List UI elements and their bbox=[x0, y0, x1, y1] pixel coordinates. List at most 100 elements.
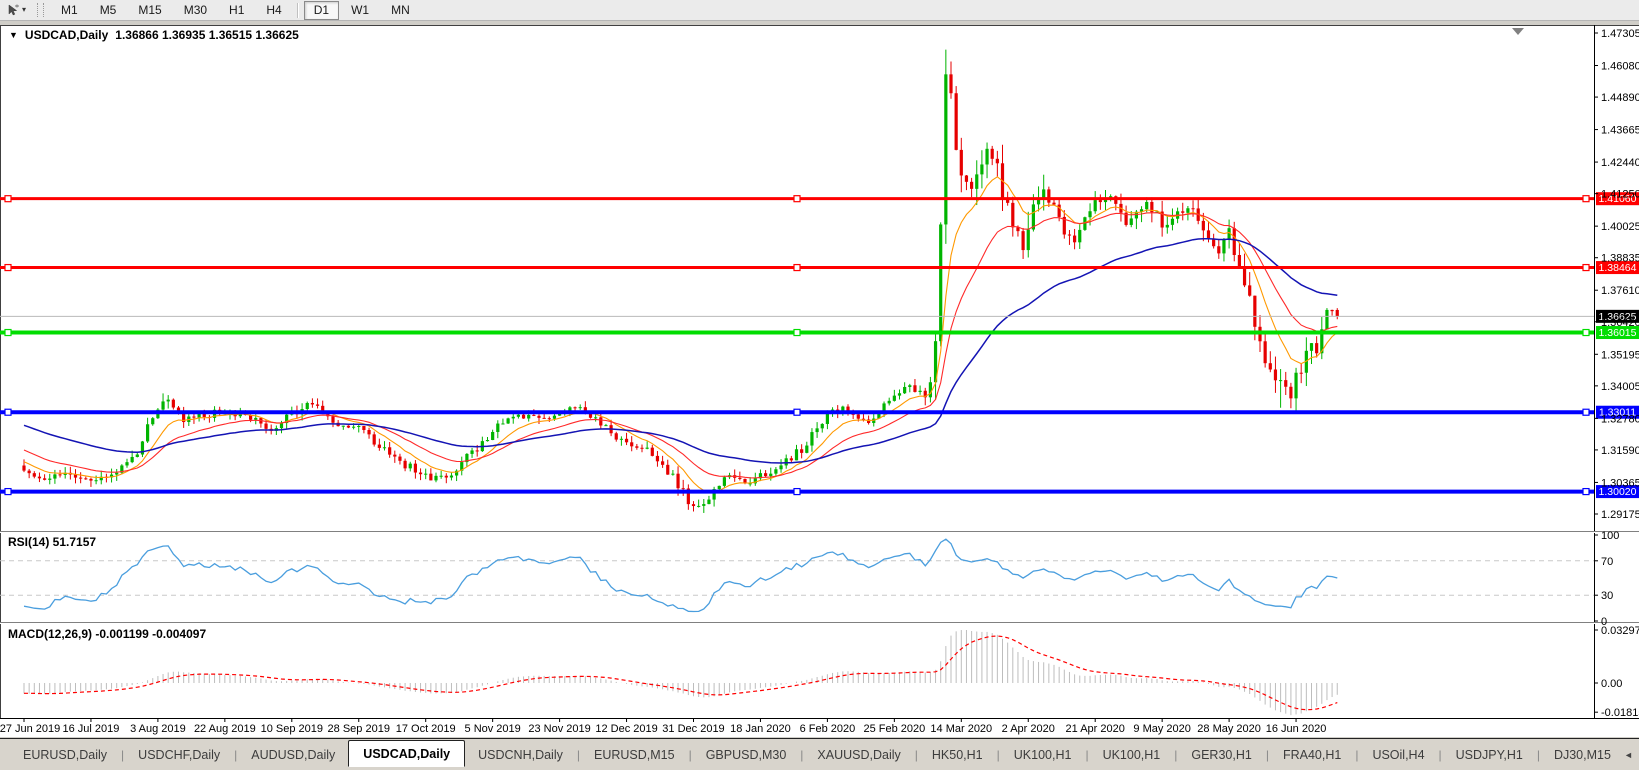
line-handle[interactable] bbox=[1582, 263, 1590, 272]
line-handle[interactable] bbox=[4, 263, 12, 272]
candle-body bbox=[527, 414, 531, 419]
time-axis[interactable]: 27 Jun 2019 16 Jul 2019 3 Aug 2019 22 Aug 2… bbox=[0, 718, 1326, 735]
candle-body bbox=[99, 476, 103, 481]
candle-body bbox=[758, 473, 763, 479]
chart-tab-fra40-h1[interactable]: FRA40,H1 bbox=[1282, 747, 1342, 762]
candle-body bbox=[310, 402, 314, 405]
timeframe-button-m15[interactable]: M15 bbox=[138, 2, 162, 17]
chart-tab-gbpusd-m30[interactable]: GBPUSD,M30 bbox=[705, 747, 787, 762]
horizontal-line-1.33011[interactable]: 1.33011 bbox=[0, 405, 1639, 419]
candle-body bbox=[1227, 228, 1231, 240]
chart-tab-ger30-h1[interactable]: GER30,H1 bbox=[1191, 747, 1252, 762]
candle-body bbox=[1268, 363, 1272, 370]
line-handle[interactable] bbox=[1582, 408, 1590, 416]
price-tick-label: 1.40025 bbox=[1601, 221, 1639, 233]
candle-body bbox=[1315, 343, 1319, 354]
candle-body bbox=[655, 455, 660, 462]
chart-tab-uk100-h1[interactable]: UK100,H1 bbox=[1102, 747, 1161, 762]
ma-line-52 bbox=[23, 237, 1338, 464]
macd-tick-label: -0.018154 bbox=[1601, 707, 1639, 719]
line-handle[interactable] bbox=[793, 487, 801, 496]
date-tick-label: 14 Mar 2020 bbox=[930, 723, 992, 735]
line-handle[interactable] bbox=[4, 328, 12, 337]
horizontal-line-1.38464[interactable]: 1.38464 bbox=[0, 261, 1639, 275]
cursor-tool-button[interactable]: ▾ bbox=[2, 2, 31, 19]
line-handle[interactable] bbox=[793, 195, 801, 203]
line-handle[interactable] bbox=[1582, 487, 1590, 496]
candle-body bbox=[542, 417, 546, 419]
candle-body bbox=[923, 390, 927, 398]
line-handle[interactable] bbox=[4, 487, 12, 496]
chart-canvas[interactable]: 1.36625 1.41060 1.38464 1.36015 1.33011 1.300… bbox=[0, 21, 1639, 738]
candle-body bbox=[315, 404, 320, 406]
rsi-axis[interactable]: 100 70 30 0 bbox=[1594, 530, 1619, 628]
candle-body bbox=[1026, 229, 1030, 251]
candle-body bbox=[995, 158, 999, 164]
line-handle[interactable] bbox=[793, 408, 801, 416]
macd-axis[interactable]: 0.032972 0.00 -0.018154 bbox=[1594, 625, 1639, 719]
candle-body bbox=[532, 414, 536, 416]
candle-body bbox=[918, 390, 922, 392]
candle-body bbox=[645, 447, 649, 449]
candle-body bbox=[1165, 224, 1169, 228]
chart-tab-usdjpy-h1[interactable]: USDJPY,H1 bbox=[1455, 747, 1523, 762]
candle-body bbox=[707, 499, 711, 505]
chart-tab-eurusd-daily[interactable]: EURUSD,Daily bbox=[23, 747, 108, 762]
top-toolbar: ▾ M1 M5 M15 M30 H1 H4 D1 W1 MN bbox=[0, 0, 1639, 21]
candle-body bbox=[1150, 201, 1154, 213]
line-handle[interactable] bbox=[793, 328, 801, 337]
chart-tab-usdcad-daily[interactable]: USDCAD,Daily bbox=[348, 740, 466, 767]
chart-window[interactable]: 1.36625 1.41060 1.38464 1.36015 1.33011 1.300… bbox=[0, 21, 1639, 738]
timeframe-button-mn[interactable]: MN bbox=[391, 2, 410, 17]
candle-body bbox=[583, 407, 587, 412]
price-axis[interactable]: 1.47305 1.46080 1.44890 1.43665 1.42440 1.412… bbox=[1594, 28, 1639, 521]
candle-body bbox=[279, 423, 284, 429]
chart-tab-audusd-daily[interactable]: AUDUSD,Daily bbox=[251, 747, 336, 762]
candle-body bbox=[115, 472, 119, 475]
horizontal-line-1.36015[interactable]: 1.36015 bbox=[0, 326, 1639, 340]
candle-body bbox=[305, 402, 309, 410]
candle-body bbox=[460, 462, 464, 471]
candle-body bbox=[784, 458, 788, 466]
price-tick-label: 1.30365 bbox=[1601, 477, 1639, 489]
timeframe-button-w1[interactable]: W1 bbox=[351, 2, 370, 17]
candle-body bbox=[79, 477, 83, 479]
chart-tab-usdchf-daily[interactable]: USDCHF,Daily bbox=[138, 747, 221, 762]
toolbar-drag-handle[interactable] bbox=[37, 3, 45, 17]
chart-tab-usoil-h4[interactable]: USOil,H4 bbox=[1372, 747, 1425, 762]
chart-tab-eurusd-m15[interactable]: EURUSD,M15 bbox=[593, 747, 675, 762]
price-tick-label: 1.46080 bbox=[1601, 61, 1639, 73]
line-handle[interactable] bbox=[4, 408, 12, 416]
candle-body bbox=[1078, 229, 1082, 243]
candle-body bbox=[331, 416, 335, 423]
chart-tabs: EURUSD,Daily | USDCHF,Daily | AUDUSD,Daily US… bbox=[0, 739, 1624, 770]
line-handle[interactable] bbox=[4, 195, 12, 203]
horizontal-line-1.41060[interactable]: 1.41060 bbox=[0, 192, 1639, 206]
candle-body bbox=[614, 433, 618, 440]
line-handle[interactable] bbox=[793, 263, 801, 272]
candle-body bbox=[352, 426, 356, 428]
chart-tab-uk100-h1[interactable]: UK100,H1 bbox=[1013, 747, 1072, 762]
timeframe-button-h4[interactable]: H4 bbox=[266, 2, 282, 17]
horizontal-line-1.30020[interactable]: 1.30020 bbox=[0, 485, 1639, 499]
chart-tab-usdcnh-daily[interactable]: USDCNH,Daily bbox=[478, 747, 563, 762]
chart-tab-dj30-m15[interactable]: DJ30,M15 bbox=[1553, 747, 1611, 762]
candle-body bbox=[897, 393, 902, 396]
timeframe-button-m30[interactable]: M30 bbox=[183, 2, 208, 17]
candle-body bbox=[990, 148, 994, 159]
line-handle[interactable] bbox=[1582, 328, 1590, 337]
chart-shift-marker-icon[interactable] bbox=[1512, 28, 1524, 35]
candle-body bbox=[1021, 231, 1025, 251]
candle-body bbox=[928, 382, 932, 398]
chart-tab-xauusd-daily[interactable]: XAUUSD,Daily bbox=[817, 747, 901, 762]
candle-body bbox=[58, 474, 62, 476]
timeframe-button-d1[interactable]: D1 bbox=[303, 0, 340, 20]
timeframe-button-h1[interactable]: H1 bbox=[229, 2, 245, 17]
candle-body bbox=[63, 472, 67, 475]
line-handle[interactable] bbox=[1582, 195, 1590, 203]
tabs-scroll-left-icon[interactable]: ◄ bbox=[1623, 749, 1633, 760]
timeframe-button-m5[interactable]: M5 bbox=[99, 2, 117, 17]
timeframe-button-m1[interactable]: M1 bbox=[61, 2, 78, 17]
chart-tab-hk50-h1[interactable]: HK50,H1 bbox=[931, 747, 983, 762]
candle-body bbox=[779, 465, 783, 470]
